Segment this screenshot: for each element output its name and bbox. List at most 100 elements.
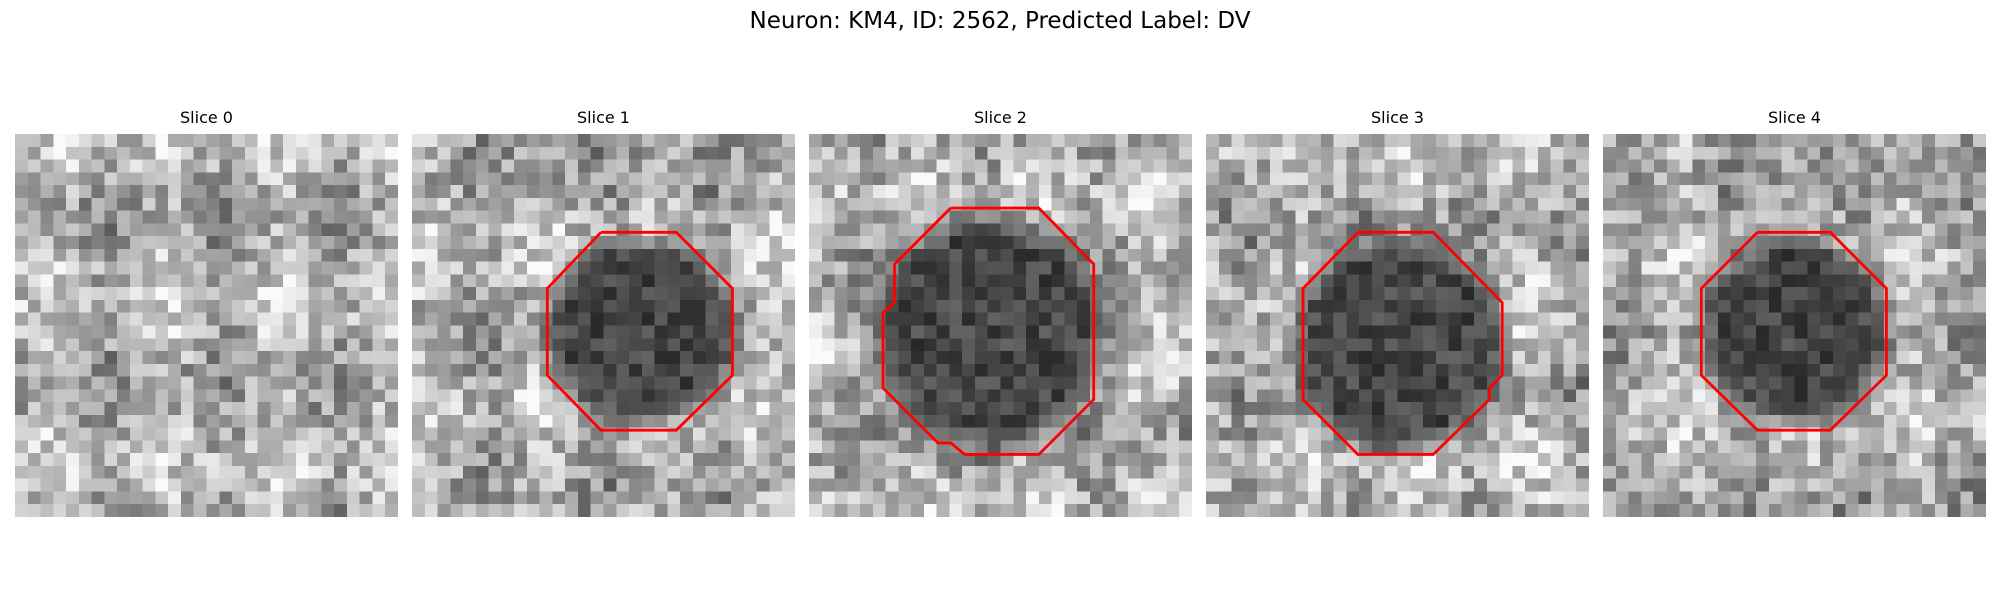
pixel	[1973, 299, 1986, 313]
pixel	[1512, 185, 1526, 198]
pixel	[692, 325, 706, 339]
pixel	[1705, 325, 1718, 339]
pixel	[437, 146, 451, 160]
pixel	[1845, 465, 1859, 479]
pixel	[565, 351, 578, 364]
pixel	[1679, 185, 1693, 198]
pixel	[385, 351, 398, 364]
pixel	[1423, 338, 1436, 352]
pixel	[872, 248, 886, 262]
pixel	[321, 465, 335, 479]
pixel	[860, 146, 873, 160]
pixel	[219, 325, 233, 339]
pixel	[219, 312, 233, 326]
pixel	[1807, 287, 1821, 300]
pixel	[1858, 478, 1872, 492]
pixel	[206, 159, 220, 173]
pixel	[743, 146, 757, 160]
pixel	[193, 312, 207, 326]
pixel	[78, 427, 92, 441]
pixel	[1820, 414, 1833, 428]
pixel	[155, 312, 169, 326]
pixel	[372, 312, 386, 326]
pixel	[334, 210, 347, 224]
pixel	[782, 376, 795, 390]
pixel	[66, 363, 79, 377]
pixel	[27, 134, 41, 147]
pixel	[1654, 159, 1667, 173]
pixel	[15, 197, 28, 211]
pixel	[782, 389, 795, 403]
pixel	[1269, 414, 1283, 428]
pixel	[1397, 402, 1411, 415]
pixel	[1333, 491, 1347, 505]
pixel	[1743, 402, 1757, 415]
pixel	[885, 402, 899, 415]
pixel	[1179, 185, 1192, 198]
pixel	[1537, 223, 1551, 237]
pixel	[15, 248, 28, 262]
pixel	[104, 478, 118, 492]
pixel	[1563, 197, 1577, 211]
pixel	[1896, 134, 1910, 147]
pixel	[1179, 402, 1192, 415]
pixel	[629, 414, 642, 428]
pixel	[295, 159, 309, 173]
pixel	[911, 248, 924, 262]
pixel	[308, 504, 322, 517]
pixel	[334, 427, 347, 441]
pixel	[1244, 440, 1258, 454]
pixel	[1257, 351, 1270, 364]
pixel	[860, 248, 873, 262]
pixel	[1257, 325, 1270, 339]
pixel	[1807, 185, 1821, 198]
pixel	[155, 504, 169, 517]
pixel	[898, 338, 912, 352]
pixel	[15, 414, 28, 428]
pixel	[1576, 185, 1589, 198]
pixel	[1474, 351, 1487, 364]
pixel	[1115, 465, 1129, 479]
pixel	[526, 312, 540, 326]
pixel	[782, 159, 795, 173]
pixel	[1308, 440, 1321, 454]
pixel	[860, 299, 873, 313]
pixel	[731, 491, 744, 505]
pixel	[1384, 465, 1398, 479]
pixel	[1807, 134, 1821, 147]
pixel	[1038, 287, 1052, 300]
pixel	[577, 210, 591, 224]
pixel	[1603, 185, 1616, 198]
pixel	[117, 159, 130, 173]
pixel	[1922, 376, 1935, 390]
pixel	[1128, 363, 1141, 377]
pixel	[1384, 210, 1398, 224]
pixel	[78, 465, 92, 479]
pixel	[1896, 210, 1910, 224]
pixel	[1705, 351, 1718, 364]
pixel	[1960, 312, 1974, 326]
pixel	[155, 465, 169, 479]
pixel	[1679, 287, 1693, 300]
pixel	[718, 159, 732, 173]
pixel	[885, 185, 899, 198]
pixel	[769, 414, 783, 428]
pixel	[1282, 440, 1296, 454]
pixel	[1666, 478, 1680, 492]
pixel	[641, 389, 655, 403]
pixel	[66, 402, 79, 415]
pixel	[1140, 146, 1154, 160]
pixel	[1768, 134, 1782, 147]
pixel	[1102, 299, 1116, 313]
pixel	[1206, 134, 1219, 147]
pixel	[129, 236, 143, 249]
pixel	[641, 197, 655, 211]
pixel	[1179, 172, 1192, 186]
pixel	[129, 312, 143, 326]
pixel	[1615, 146, 1629, 160]
pixel	[936, 287, 950, 300]
pixel	[1359, 389, 1372, 403]
pixel	[1499, 223, 1513, 237]
pixel	[1973, 197, 1986, 211]
pixel	[1563, 274, 1577, 288]
